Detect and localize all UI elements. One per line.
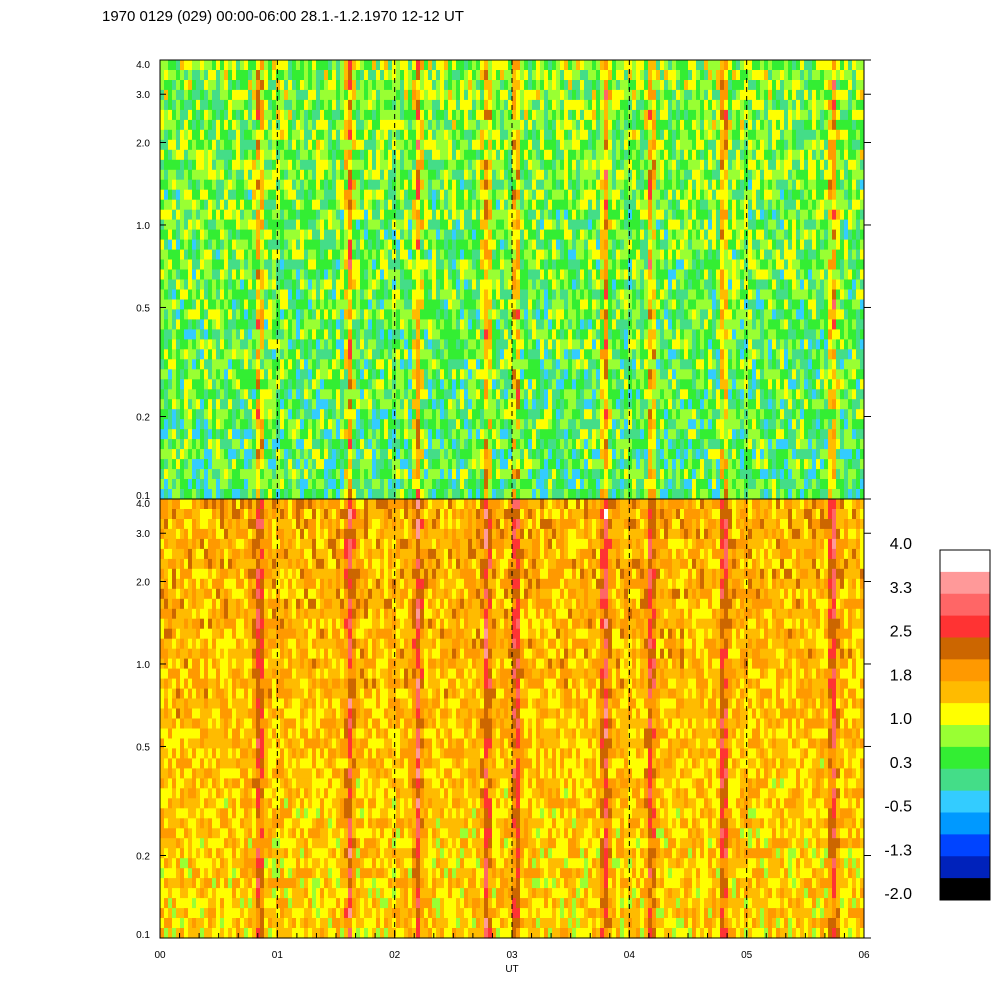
colorbar-label: 4.0 (890, 536, 912, 553)
x-tick-label: 02 (389, 950, 401, 961)
colorbar-swatch (940, 790, 990, 813)
colorbar-label: 2.5 (890, 624, 912, 641)
panel-2-heatmap (160, 499, 864, 939)
chart-title: 1970 0129 (029) 00:00-06:00 28.1.-1.2.19… (102, 8, 464, 25)
colorbar-swatch (940, 856, 990, 879)
colorbar-label: 3.3 (890, 580, 912, 597)
x-tick-label: 03 (506, 950, 518, 961)
y-tick-label: 0.2 (136, 413, 150, 424)
y-tick-label: 1.0 (136, 660, 150, 671)
panel-1-heatmap (160, 60, 864, 500)
y-tick-label: 1.0 (136, 221, 150, 232)
y-tick-label: 3.0 (136, 90, 150, 101)
y-tick-label: 0.5 (136, 304, 150, 315)
colorbar-label: 1.8 (890, 667, 912, 684)
y-tick-label: 2.0 (136, 139, 150, 150)
y-tick-label: 4.0 (136, 499, 150, 510)
colorbar-swatch (940, 703, 990, 726)
colorbar-swatch (940, 878, 990, 901)
colorbar-frame (939, 549, 991, 901)
x-axis-label: UT (505, 964, 518, 975)
colorbar-swatch (940, 615, 990, 638)
colorbar-swatch (940, 812, 990, 835)
colorbar-swatch (940, 681, 990, 704)
colorbar-swatch (940, 768, 990, 792)
colorbar-label: 0.3 (890, 755, 912, 772)
colorbar-label: 1.0 (890, 711, 912, 728)
x-tick-label: 04 (624, 950, 636, 961)
axes-layer: 0.10.20.51.02.03.04.00.10.20.51.02.03.04… (136, 59, 871, 961)
y-tick-label: 0.1 (136, 491, 150, 502)
y-tick-label: 0.1 (136, 930, 150, 941)
x-tick-label: 00 (154, 950, 166, 961)
colorbar-swatch (940, 746, 990, 770)
colorbar-label: -2.0 (884, 886, 912, 903)
y-tick-label: 0.5 (136, 743, 150, 754)
colorbar-swatch (940, 637, 990, 660)
y-tick-label: 0.2 (136, 852, 150, 863)
y-tick-label: 4.0 (136, 60, 150, 71)
x-tick-label: 05 (741, 950, 753, 961)
colorbar-swatch (940, 571, 990, 595)
x-tick-label: 01 (272, 950, 284, 961)
colorbar-swatch (940, 593, 990, 617)
colorbar-swatch (940, 725, 990, 748)
colorbar-swatch (940, 834, 990, 857)
colorbar-label: -0.5 (884, 799, 912, 816)
colorbar-label: -1.3 (884, 842, 912, 859)
colorbar-swatch (940, 659, 990, 682)
x-tick-label: 06 (858, 950, 870, 961)
y-tick-label: 3.0 (136, 529, 150, 540)
colorbar-swatch (940, 550, 990, 573)
colorbar: 4.0 3.3 2.5 1.8 1.0 0.3 -0.5 -1.3 -2.0 (884, 536, 991, 903)
panels-layer (160, 60, 864, 939)
y-tick-label: 2.0 (136, 578, 150, 589)
